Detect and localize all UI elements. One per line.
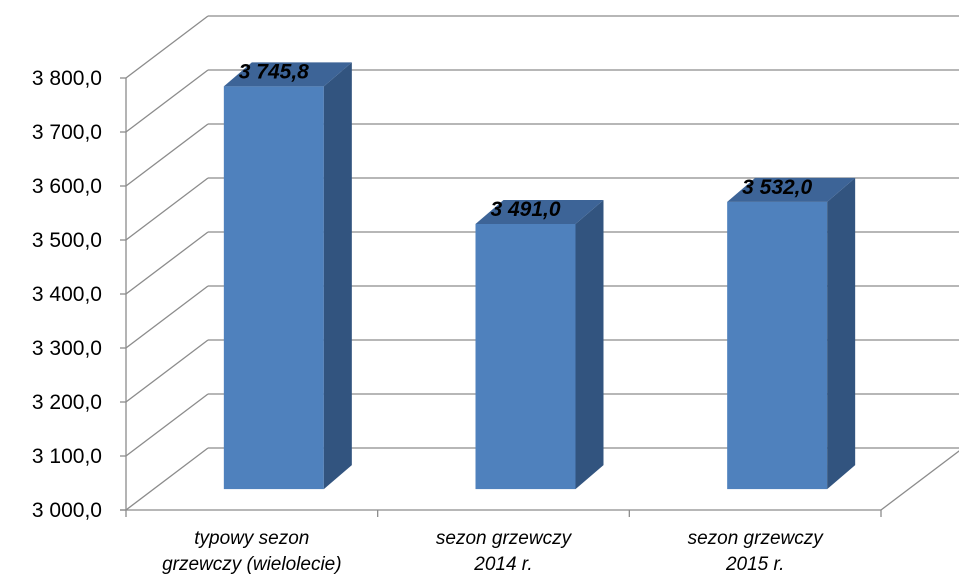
data-label: 3 745,8: [239, 60, 309, 83]
side-gridline: [125, 15, 209, 79]
y-tick-label: 3 400,0: [32, 283, 102, 306]
y-axis-tick-labels: 3 000,0 3 100,0 3 200,0 3 300,0 3 400,0 3 500…: [32, 67, 102, 522]
y-tick-label: 3 800,0: [32, 67, 102, 90]
bar-top: [223, 62, 352, 87]
x-axis-category-labels: typowy sezon grzewczy (wielolecie) sezon g…: [162, 528, 824, 575]
side-gridline: [125, 177, 209, 241]
category-label-line: 2014 r.: [473, 554, 532, 575]
y-tick-label: 3 100,0: [32, 445, 102, 468]
bar-side: [827, 177, 856, 490]
category-label-line: 2015 r.: [725, 554, 784, 575]
y-tick-label: 3 500,0: [32, 229, 102, 252]
side-gridline: [125, 123, 209, 187]
y-tick-label: 3 000,0: [32, 499, 102, 522]
category-label: sezon grzewczy 2014 r.: [436, 528, 573, 575]
y-tick-label: 3 200,0: [32, 391, 102, 414]
data-label: 3 532,0: [742, 176, 812, 199]
chart-axes: [120, 77, 959, 517]
y-tick-label: 3 600,0: [32, 175, 102, 198]
side-gridline: [125, 393, 209, 457]
bar-side: [323, 62, 352, 490]
bar-front: [223, 86, 324, 490]
bar-front: [475, 223, 576, 490]
bar-top: [475, 199, 604, 224]
side-gridline: [125, 69, 209, 133]
chart-bars: [223, 62, 856, 490]
category-label: sezon grzewczy 2015 r.: [688, 528, 825, 575]
category-label-line: typowy sezon: [194, 528, 309, 549]
bar: [223, 62, 352, 490]
bar-side: [575, 199, 604, 490]
side-gridline: [125, 231, 209, 295]
bar: [475, 199, 604, 490]
category-label-line: sezon grzewczy: [436, 528, 573, 549]
y-tick-label: 3 700,0: [32, 121, 102, 144]
category-label-line: grzewczy (wielolecie): [162, 554, 342, 575]
category-label-line: sezon grzewczy: [688, 528, 825, 549]
bar-front: [727, 201, 828, 490]
side-gridline: [125, 285, 209, 349]
floor-right-edge: [880, 450, 959, 511]
bar: [727, 177, 856, 490]
bar-top: [727, 177, 856, 202]
category-label: typowy sezon grzewczy (wielolecie): [162, 528, 342, 575]
side-gridline: [125, 339, 209, 403]
data-labels: 3 745,8 3 491,0 3 532,0: [239, 60, 813, 221]
side-gridline: [125, 447, 209, 511]
y-tick-label: 3 300,0: [32, 337, 102, 360]
data-label: 3 491,0: [490, 198, 560, 221]
